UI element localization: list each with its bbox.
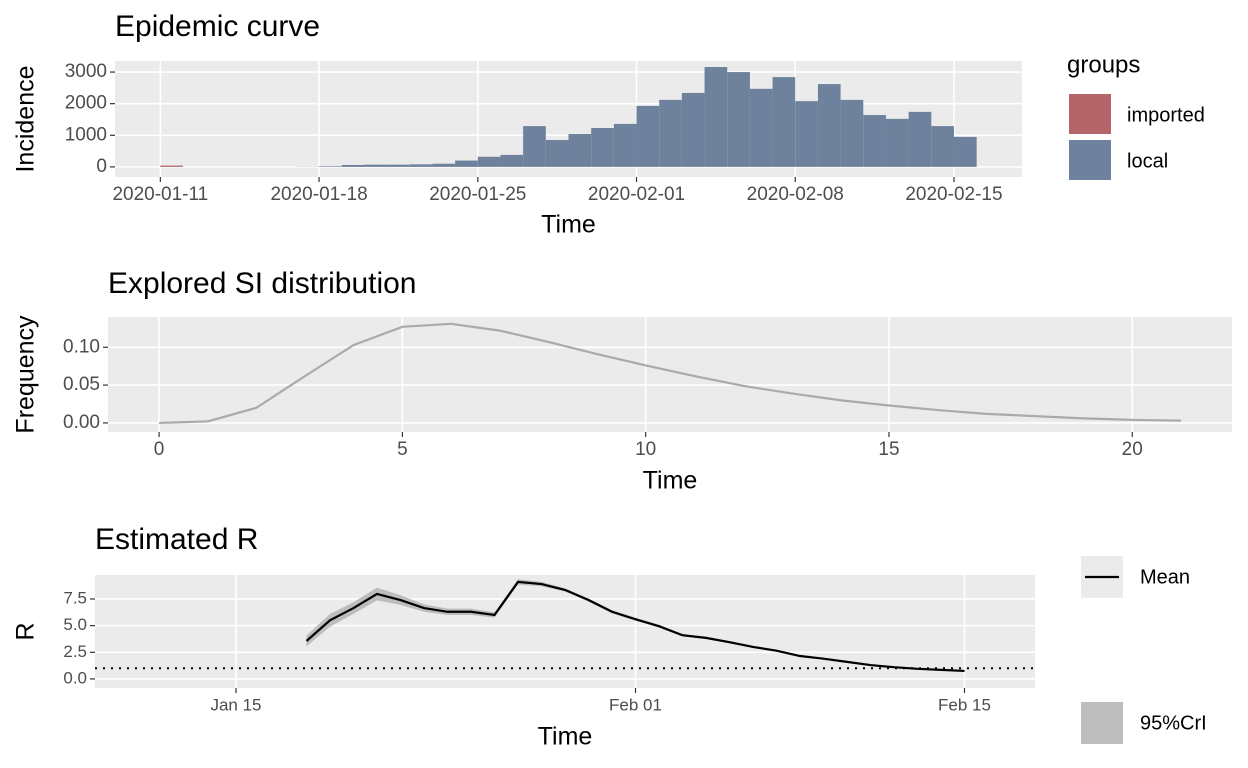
- y-tick-label: 0.10: [63, 336, 100, 357]
- y-axis-label: Frequency: [12, 315, 40, 434]
- legend-label: 95%CrI: [1140, 712, 1207, 734]
- x-tick-label: 15: [878, 439, 899, 460]
- bar: [613, 123, 637, 167]
- bar: [500, 154, 524, 167]
- x-tick-label: 10: [635, 439, 656, 460]
- chart-title: Epidemic curve: [115, 10, 320, 43]
- bar: [772, 77, 796, 167]
- x-tick-label: 2020-02-01: [588, 184, 685, 205]
- bar: [160, 165, 184, 167]
- y-axis-label: R: [12, 622, 40, 640]
- bar: [840, 99, 864, 167]
- bar: [659, 99, 682, 167]
- y-tick-label: 3000: [65, 61, 107, 82]
- x-tick-label: 20: [1122, 439, 1143, 460]
- bar: [409, 164, 433, 167]
- y-axis-label: Incidence: [12, 65, 40, 172]
- bar: [636, 105, 660, 167]
- legend-key: [1069, 140, 1111, 180]
- y-tick-label: 0.0: [63, 668, 87, 687]
- y-tick-label: 0.00: [63, 412, 100, 433]
- bar: [568, 134, 592, 167]
- bar: [523, 126, 546, 167]
- y-tick-label: 2000: [65, 93, 107, 114]
- plot-background: [108, 317, 1232, 432]
- bar: [319, 166, 342, 167]
- x-axis-label: Time: [643, 467, 698, 495]
- legend-label: imported: [1127, 104, 1205, 126]
- bar: [591, 128, 614, 167]
- y-tick-label: 2.5: [63, 642, 87, 661]
- bar: [953, 136, 977, 167]
- y-tick-label: 0.05: [63, 374, 100, 395]
- bar: [908, 111, 932, 167]
- y-tick-label: 7.5: [63, 588, 87, 607]
- y-tick-label: 5.0: [63, 615, 87, 634]
- x-axis-label: Time: [538, 723, 593, 751]
- bar: [455, 160, 478, 167]
- bar: [863, 115, 886, 167]
- bar: [885, 118, 909, 167]
- line: [159, 322, 1181, 425]
- y-tick-label: 1000: [65, 124, 107, 145]
- x-tick-label: Feb 01: [609, 695, 662, 714]
- bar: [704, 67, 728, 167]
- x-tick-label: 2020-02-15: [905, 184, 1002, 205]
- x-tick-label: 2020-01-18: [270, 184, 367, 205]
- chart-title: Estimated R: [95, 523, 258, 556]
- x-tick-label: 0: [154, 439, 165, 460]
- plot-background: [95, 575, 1035, 688]
- legend-label: local: [1127, 150, 1168, 172]
- legend-title: groups: [1067, 51, 1140, 78]
- legend-label: Mean: [1140, 566, 1190, 588]
- chart-title: Explored SI distribution: [108, 267, 417, 300]
- x-axis-label: Time: [541, 211, 596, 239]
- x-tick-label: 2020-02-08: [747, 184, 844, 205]
- bar: [931, 126, 954, 167]
- bar: [364, 164, 388, 167]
- x-tick-label: 2020-01-25: [429, 184, 526, 205]
- bar: [477, 156, 501, 167]
- bar: [681, 92, 705, 167]
- legend-key: [1069, 94, 1111, 134]
- x-tick-label: 2020-01-11: [112, 184, 208, 205]
- bar: [341, 164, 365, 167]
- bar: [727, 72, 750, 167]
- x-tick-label: Feb 15: [938, 695, 991, 714]
- bar: [387, 164, 410, 167]
- bar: [795, 101, 818, 167]
- bar: [545, 140, 569, 167]
- line: [305, 580, 965, 673]
- bar: [749, 88, 773, 167]
- bar: [432, 163, 456, 167]
- x-tick-label: 5: [397, 439, 408, 460]
- x-tick-label: Jan 15: [210, 695, 261, 714]
- y-tick-label: 0: [96, 156, 107, 177]
- legend-key: [1081, 702, 1123, 744]
- bar: [817, 84, 841, 167]
